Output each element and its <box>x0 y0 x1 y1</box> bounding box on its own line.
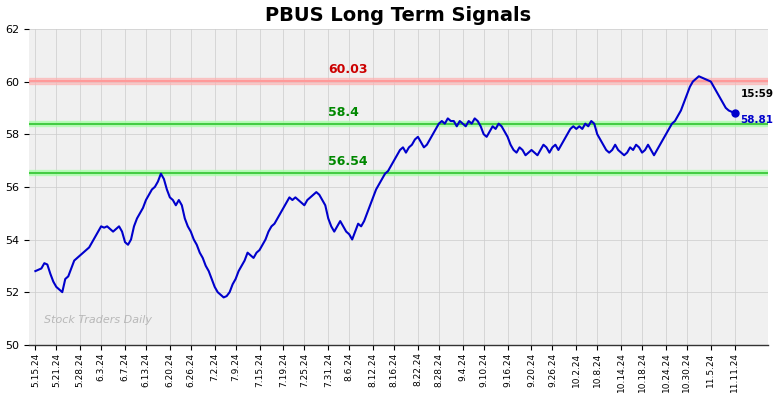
Text: 56.54: 56.54 <box>328 155 368 168</box>
Bar <box>30 121 768 126</box>
Text: 58.81: 58.81 <box>741 115 774 125</box>
Text: 15:59: 15:59 <box>741 89 774 99</box>
Text: 60.03: 60.03 <box>328 63 368 76</box>
Bar <box>30 170 768 175</box>
Title: PBUS Long Term Signals: PBUS Long Term Signals <box>266 6 532 25</box>
Bar <box>30 78 768 84</box>
Text: 58.4: 58.4 <box>328 106 359 119</box>
Text: Stock Traders Daily: Stock Traders Daily <box>44 315 152 325</box>
